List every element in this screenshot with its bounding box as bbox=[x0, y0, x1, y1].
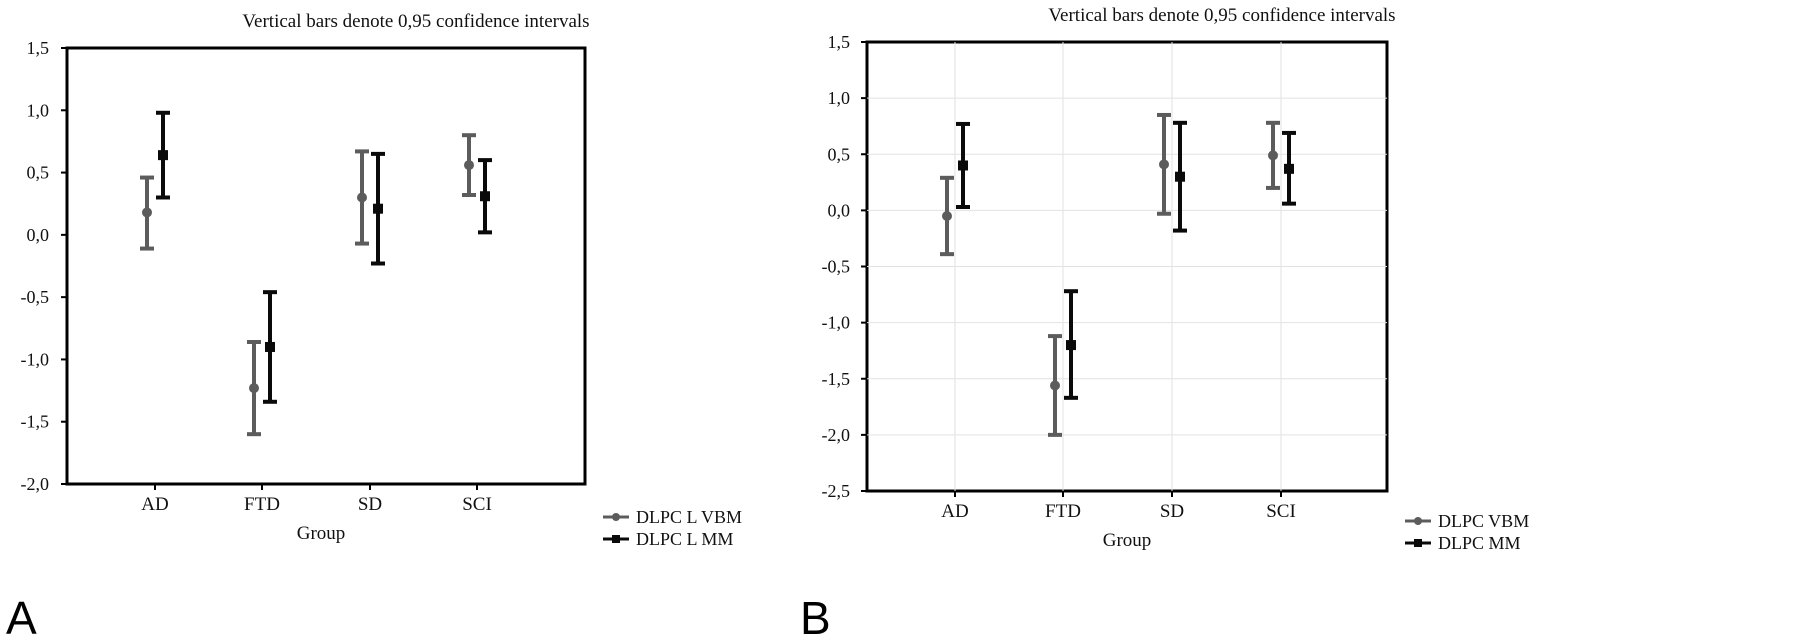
chart-title-a: Vertical bars denote 0,95 confidence int… bbox=[242, 11, 589, 32]
mean-point-mm bbox=[1175, 171, 1185, 182]
mean-point-mm bbox=[1284, 163, 1294, 174]
chart-panel-a: Vertical bars denote 0,95 confidence int… bbox=[6, 11, 742, 641]
mean-point-vbm bbox=[357, 192, 367, 203]
y-tick-label: -1,5 bbox=[21, 412, 50, 432]
y-tick-label: -1,0 bbox=[822, 313, 851, 333]
y-tick-label: 0,5 bbox=[27, 163, 50, 183]
legend-marker-mm-b bbox=[1414, 539, 1422, 547]
mean-point-mm bbox=[958, 160, 968, 171]
legend-label-vbm-a: DLPC L VBM bbox=[636, 507, 742, 527]
mean-point-vbm bbox=[1159, 159, 1169, 170]
x-axis-label-a: Group bbox=[297, 523, 346, 544]
y-tick-label: 0,5 bbox=[828, 144, 851, 164]
x-tick-label: SD bbox=[1160, 501, 1184, 522]
legend-marker-vbm-a bbox=[612, 513, 620, 521]
x-tick-label: AD bbox=[941, 501, 968, 522]
mean-point-vbm bbox=[1050, 380, 1060, 391]
x-axis-label-b: Group bbox=[1103, 530, 1152, 551]
legend-a: DLPC L VBM DLPC L MM bbox=[603, 507, 742, 549]
chart-panel-b: Vertical bars denote 0,95 confidence int… bbox=[800, 5, 1529, 641]
mean-point-mm bbox=[480, 191, 490, 202]
x-tick-label: FTD bbox=[1045, 501, 1081, 522]
x-tick-label: AD bbox=[141, 494, 168, 515]
mean-point-vbm bbox=[249, 383, 259, 394]
legend-marker-mm-a bbox=[612, 535, 620, 543]
chart-body-a: 1,5 1,0 0,5 0,0 -0,5 -1,0 -1,5 -2,0 AD FTD SD SCI bbox=[21, 38, 492, 515]
panel-letter-b: B bbox=[800, 592, 831, 641]
y-tick-label: 1,5 bbox=[828, 32, 851, 52]
mean-point-mm bbox=[373, 203, 383, 214]
y-tick-label: -0,5 bbox=[822, 257, 851, 277]
mean-point-vbm bbox=[464, 160, 474, 171]
mean-point-vbm bbox=[142, 207, 152, 218]
y-tick-label: -2,0 bbox=[822, 425, 851, 445]
chart-body-b: 1,5 1,0 0,5 0,0 -0,5 -1,0 -1,5 -2,0 -2,5 AD FTD SD S… bbox=[822, 32, 1387, 522]
y-tick-label: -0,5 bbox=[21, 287, 50, 307]
mean-point-vbm bbox=[1268, 150, 1278, 161]
chart-title-b: Vertical bars denote 0,95 confidence int… bbox=[1048, 5, 1395, 26]
y-tick-label: -2,0 bbox=[21, 474, 50, 494]
mean-point-mm bbox=[1066, 340, 1076, 351]
y-tick-label: 0,0 bbox=[27, 225, 50, 245]
legend-b: DLPC VBM DLPC MM bbox=[1405, 511, 1529, 553]
y-tick-label: 1,0 bbox=[27, 100, 50, 120]
plot-frame-a bbox=[65, 46, 587, 486]
panel-letter-a: A bbox=[6, 592, 37, 641]
x-tick-label: FTD bbox=[244, 494, 280, 515]
legend-label-mm-a: DLPC L MM bbox=[636, 529, 733, 549]
legend-marker-vbm-b bbox=[1414, 517, 1422, 525]
mean-point-vbm bbox=[942, 210, 952, 221]
y-tick-label: 1,5 bbox=[27, 38, 50, 58]
legend-label-vbm-b: DLPC VBM bbox=[1438, 511, 1529, 531]
x-tick-label: SCI bbox=[462, 494, 492, 515]
y-tick-label: -1,5 bbox=[822, 369, 851, 389]
y-tick-label: 1,0 bbox=[828, 88, 851, 108]
mean-point-mm bbox=[265, 341, 275, 352]
y-tick-label: -1,0 bbox=[21, 349, 50, 369]
legend-label-mm-b: DLPC MM bbox=[1438, 533, 1521, 553]
mean-point-mm bbox=[158, 150, 168, 161]
chart-marks: 1,51,00,50,0-0,5-1,0-1,5-2,0AD FTD SD SCI1,… bbox=[21, 32, 1387, 522]
y-tick-label: -2,5 bbox=[822, 481, 851, 501]
x-tick-label: SCI bbox=[1266, 501, 1296, 522]
x-tick-label: SD bbox=[358, 494, 382, 515]
y-tick-label: 0,0 bbox=[828, 200, 851, 220]
